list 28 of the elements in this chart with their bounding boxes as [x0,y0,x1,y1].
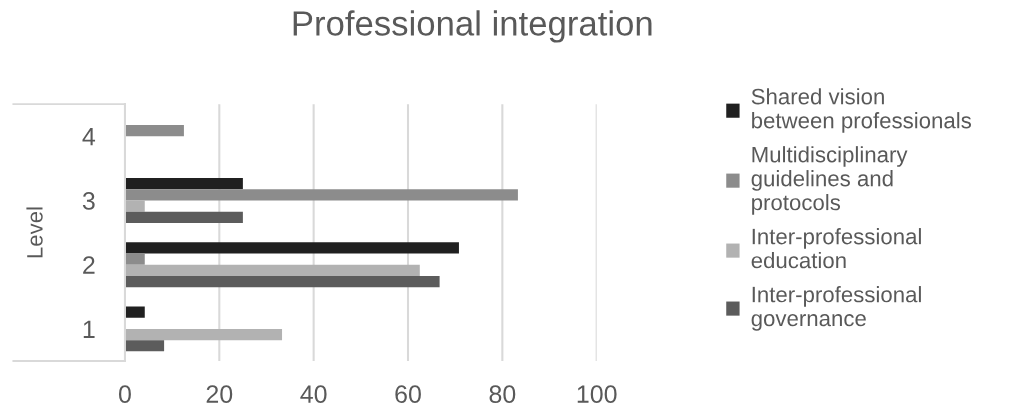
y-tick-label: 2 [83,256,95,274]
x-tick-label: 20 [206,385,233,403]
y-tick-label: 1 [83,320,95,338]
x-tick-label: 0 [118,385,131,403]
bar [124,275,440,288]
x-tick-label: 40 [300,385,327,403]
bar [124,328,283,341]
legend-label: Multidisciplinary guidelines and protocols [751,146,908,215]
bar [124,340,165,352]
x-tick-label: 80 [489,385,516,403]
legend-label: Inter-professional education [751,228,921,269]
bar [124,242,459,254]
x-tick-label: 100 [577,385,617,403]
legend-label: Inter-professional governance [751,286,921,331]
bar [124,306,145,318]
chart-title: Professional integration [293,10,652,43]
y-axis-title: Level [26,207,43,258]
x-tick-label: 60 [395,385,421,403]
bar [124,264,420,276]
y-tick-label: 4 [82,128,96,146]
bar [124,253,145,265]
bar [124,125,184,137]
bar [124,200,145,212]
bar [124,177,243,190]
bar [124,189,518,201]
y-tick-label: 3 [82,192,95,210]
legend-label: Shared vision between professionals [751,88,972,133]
bar [124,211,243,223]
